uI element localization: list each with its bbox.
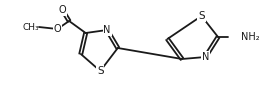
- Text: CH₃: CH₃: [22, 22, 39, 31]
- Text: O: O: [58, 5, 66, 15]
- Text: S: S: [97, 66, 104, 76]
- Text: N: N: [103, 25, 111, 35]
- Text: NH₂: NH₂: [241, 32, 260, 42]
- Text: S: S: [198, 11, 205, 21]
- Text: N: N: [202, 52, 209, 62]
- Text: O: O: [54, 24, 61, 34]
